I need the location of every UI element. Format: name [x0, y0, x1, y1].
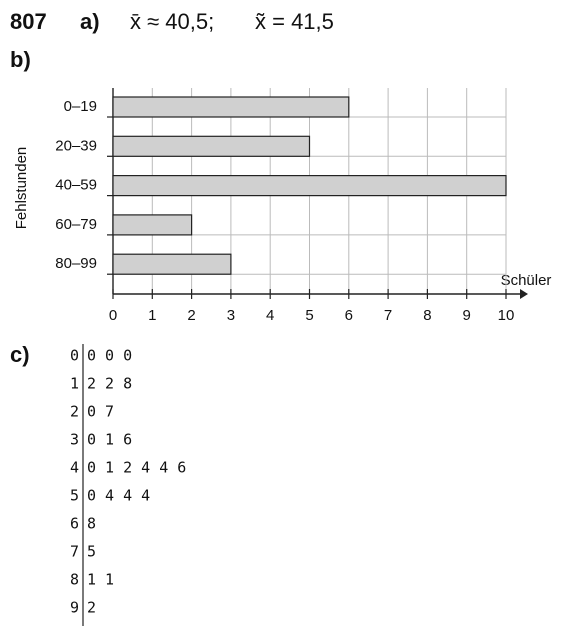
stem: 2 [70, 403, 79, 421]
stem: 0 [70, 347, 79, 365]
stem: 3 [70, 431, 79, 449]
leaves: 5 [87, 543, 96, 561]
x-tick-label: 3 [227, 307, 235, 324]
leaves: 0 0 0 [87, 347, 132, 365]
stem: 1 [70, 375, 79, 393]
stem: 9 [70, 599, 79, 617]
bar [112, 175, 507, 197]
leaves: 2 [87, 599, 96, 617]
leaves: 0 1 2 4 4 6 [87, 459, 186, 477]
x-tick-label: 0 [109, 307, 117, 324]
x-tick-label: 10 [498, 307, 515, 324]
median: x̃ = 41,5 [255, 9, 334, 34]
leaves: 0 1 6 [87, 431, 132, 449]
part-label: c) [10, 342, 30, 367]
y-tick-label: 60–79 [55, 216, 97, 233]
leaves: 0 4 4 4 [87, 487, 150, 505]
y-axis-title: Fehlstunden [13, 147, 30, 230]
exercise-number: 807 [10, 9, 47, 34]
x-tick-label: 7 [384, 307, 392, 324]
y-tick-label: 20–39 [55, 137, 97, 154]
x-tick-label: 1 [148, 307, 156, 324]
bar [112, 253, 232, 275]
leaves: 1 1 [87, 571, 114, 589]
part-label: b) [10, 47, 31, 72]
y-tick-label: 40–59 [55, 177, 97, 194]
stem: 6 [70, 515, 79, 533]
leaves: 2 2 8 [87, 375, 132, 393]
x-tick-label: 2 [187, 307, 195, 324]
axis-arrow [520, 289, 528, 299]
y-tick-label: 0–19 [64, 98, 97, 115]
leaves: 0 7 [87, 403, 114, 421]
part-label: a) [80, 9, 100, 34]
x-tick-label: 5 [305, 307, 313, 324]
x-tick-label: 6 [345, 307, 353, 324]
bar [112, 214, 193, 236]
leaves: 8 [87, 515, 96, 533]
x-tick-label: 9 [463, 307, 471, 324]
x-axis-title: Schüler [501, 272, 552, 289]
stem: 7 [70, 543, 79, 561]
bar [112, 96, 350, 118]
x-tick-label: 8 [423, 307, 431, 324]
stem: 4 [70, 459, 79, 477]
stem: 5 [70, 487, 79, 505]
mean: x̄ ≈ 40,5; [130, 9, 214, 34]
bar [112, 135, 311, 157]
x-tick-label: 4 [266, 307, 274, 324]
stem: 8 [70, 571, 79, 589]
y-tick-label: 80–99 [55, 255, 97, 272]
